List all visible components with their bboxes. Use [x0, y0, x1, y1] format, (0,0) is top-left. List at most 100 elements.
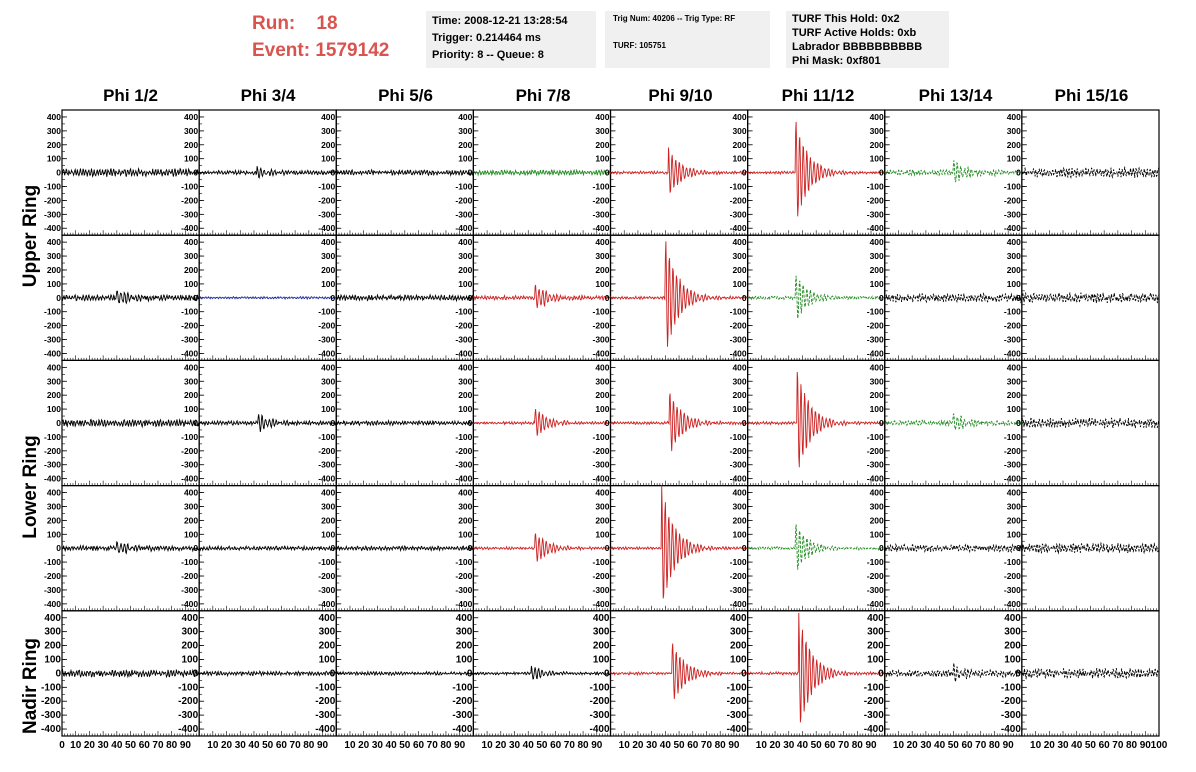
y-tick-label: 400	[184, 112, 198, 122]
y-tick-label: 200	[867, 641, 884, 652]
y-tick-label: 0	[741, 668, 747, 679]
waveform-panel: -400 -300 -200 -100 0 100 200 300 400	[592, 234, 749, 361]
y-tick-label: -200	[44, 195, 61, 205]
x-tick-label: 70	[564, 740, 576, 751]
y-tick-label: -400	[455, 474, 472, 484]
y-tick-label: 200	[321, 140, 335, 150]
y-tick-label: -300	[452, 710, 472, 721]
y-tick-label: -400	[730, 223, 747, 233]
waveform-panel: -400 -300 -200 -100 0 100 200 300 400	[44, 109, 200, 236]
y-tick-label: 300	[47, 126, 61, 136]
y-tick-label: -400	[1004, 348, 1021, 358]
y-tick-label: -100	[315, 682, 335, 693]
y-tick-label: -100	[1001, 682, 1021, 693]
y-tick-label: -200	[44, 446, 61, 456]
run-value: 18	[316, 13, 338, 34]
y-tick-label: -100	[589, 682, 609, 693]
run-label: Run:	[252, 13, 296, 34]
x-tick-label: 30	[98, 740, 110, 751]
y-tick-label: 200	[456, 641, 473, 652]
y-tick-label: 300	[184, 251, 198, 261]
y-tick-label: 400	[1007, 237, 1021, 247]
y-tick-label: -300	[592, 585, 609, 595]
y-tick-label: 300	[870, 126, 884, 136]
y-tick-label: 200	[44, 641, 61, 652]
y-tick-label: 100	[47, 404, 61, 414]
y-tick-label: -400	[178, 724, 198, 735]
y-tick-label: 0	[742, 168, 747, 178]
y-tick-label: 0	[331, 293, 336, 303]
y-tick-label: -400	[730, 474, 747, 484]
x-tick-label: 10	[482, 740, 494, 751]
y-tick-label: 400	[870, 362, 884, 372]
waveform-trace	[335, 419, 474, 427]
x-tick-label: 60	[276, 740, 288, 751]
x-tick-label: 20	[632, 740, 644, 751]
run-row: Run: 18	[252, 10, 389, 37]
y-tick-label: -100	[318, 307, 335, 317]
y-tick-label: -300	[867, 460, 884, 470]
y-tick-label: -200	[1004, 195, 1021, 205]
waveform-trace	[747, 121, 886, 217]
y-tick-label: -400	[1001, 724, 1021, 735]
run-event-block: Run: 18 Event: 1579142	[252, 10, 389, 64]
y-tick-label: -200	[455, 195, 472, 205]
y-tick-label: -200	[864, 696, 884, 707]
y-tick-label: -200	[181, 571, 198, 581]
y-tick-label: 100	[321, 529, 335, 539]
y-tick-label: 200	[595, 390, 609, 400]
y-tick-label: -100	[455, 557, 472, 567]
y-tick-label: 200	[184, 140, 198, 150]
waveform-panel: -400 -300 -200 -100 0 100 200 300 400	[181, 109, 337, 236]
waveform-panel: -400 -300 -200 -100 0 100 200 300 400	[1004, 234, 1160, 361]
y-tick-label: 0	[468, 293, 473, 303]
y-tick-label: -100	[181, 557, 198, 567]
y-tick-label: 0	[468, 168, 473, 178]
x-tick-label: 80	[852, 740, 864, 751]
y-tick-label: 400	[870, 112, 884, 122]
y-tick-label: -200	[867, 446, 884, 456]
y-tick-label: 100	[870, 529, 884, 539]
y-tick-label: 300	[1007, 251, 1021, 261]
y-tick-label: 0	[467, 668, 473, 679]
y-tick-label: -300	[44, 209, 61, 219]
y-tick-label: -300	[589, 710, 609, 721]
trigger-line: Trigger: 0.214464 ms	[432, 32, 541, 44]
y-tick-label: 300	[732, 251, 746, 261]
y-tick-label: 200	[1007, 265, 1021, 275]
y-tick-label: 300	[458, 501, 472, 511]
x-tick-label: 40	[248, 740, 260, 751]
x-tick-label: 60	[413, 740, 425, 751]
y-tick-label: -200	[455, 446, 472, 456]
y-tick-label: -300	[318, 460, 335, 470]
y-tick-label: -300	[41, 710, 61, 721]
y-tick-label: 400	[458, 362, 472, 372]
waveform-panel: -400 -300 -200 -100 0 100 200 300 400	[455, 359, 612, 487]
waveform-panel: -400 -300 -200 -100 0 100 200 300 400	[867, 359, 1023, 487]
column-header-phi-7-8: Phi 7/8	[515, 86, 571, 105]
waveform-trace	[198, 670, 337, 678]
waveform-panel: -400 -300 -200 -100 0 100 200 300 400	[318, 109, 474, 236]
x-tick-label: 80	[715, 740, 727, 751]
x-tick-label: 60	[961, 740, 973, 751]
x-tick-label: 60	[550, 740, 562, 751]
y-tick-label: 400	[1004, 613, 1021, 624]
event-row: Event: 1579142	[252, 37, 389, 64]
y-tick-label: -300	[455, 585, 472, 595]
y-tick-label: 200	[181, 641, 198, 652]
waveform-trace	[61, 668, 200, 679]
y-tick-label: -300	[592, 335, 609, 345]
y-tick-label: -300	[455, 460, 472, 470]
x-tick-label: 10	[893, 740, 905, 751]
y-tick-label: 100	[732, 154, 746, 164]
event-value: 1579142	[315, 40, 390, 61]
y-tick-label: 200	[184, 390, 198, 400]
y-tick-label: 400	[44, 613, 61, 624]
y-tick-label: 300	[47, 501, 61, 511]
y-tick-label: 100	[870, 404, 884, 414]
y-tick-label: -200	[592, 195, 609, 205]
y-tick-label: 400	[184, 237, 198, 247]
y-tick-label: -300	[730, 335, 747, 345]
x-tick-label: 40	[660, 740, 672, 751]
y-tick-label: 0	[1016, 168, 1021, 178]
